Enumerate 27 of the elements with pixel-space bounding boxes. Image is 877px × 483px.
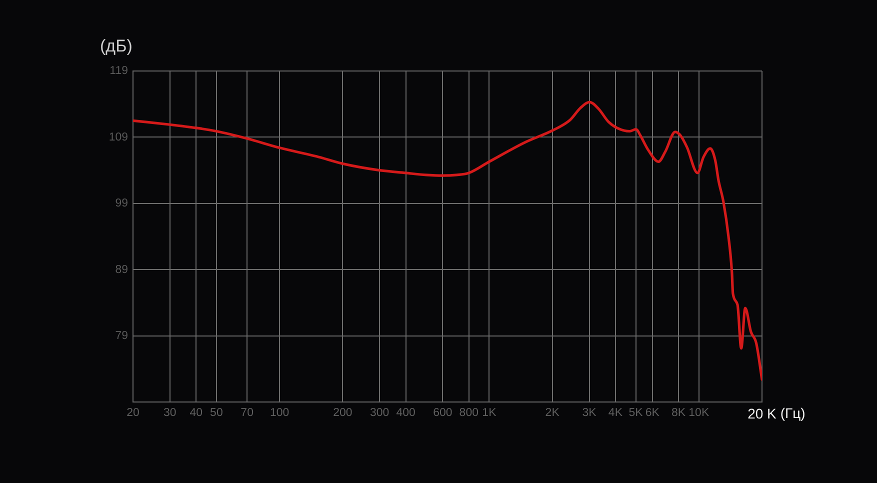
x-tick-label: 2K (545, 407, 560, 420)
x-tick-label: 4K (608, 407, 623, 420)
x-tick-label: 200 (333, 407, 352, 420)
x-axis-title: (Гц) (780, 404, 806, 421)
x-tick-label: 10K (688, 407, 710, 420)
y-axis-title: (дБ) (100, 36, 132, 56)
y-tick-label: 89 (115, 264, 128, 276)
x-tick-label: 70 (240, 407, 254, 420)
y-tick-label: 99 (115, 198, 128, 210)
x-tick-label: 400 (396, 407, 416, 420)
x-tick-label: 5K (628, 407, 644, 420)
x-tick-label: 600 (433, 407, 452, 420)
x-tick-label: 3K (582, 407, 597, 420)
x-tick-label: 30 (164, 407, 176, 420)
x-tick-label: 6K (645, 407, 660, 420)
x-tick-label: 100 (270, 407, 290, 420)
x-tick-label: 40 (190, 407, 203, 420)
y-tick-label: 119 (110, 65, 128, 78)
y-tick-label: 79 (115, 330, 128, 342)
x-tick-label: 20 K (748, 405, 778, 422)
x-tick-label: 8K (672, 407, 686, 420)
x-tick-label: 1K (482, 407, 497, 420)
x-tick-label: 300 (370, 407, 390, 420)
x-tick-label: 800 (459, 407, 478, 420)
y-tick-label: 109 (108, 131, 128, 144)
x-tick-label: 20 (126, 407, 140, 420)
x-tick-label: 50 (210, 407, 223, 420)
